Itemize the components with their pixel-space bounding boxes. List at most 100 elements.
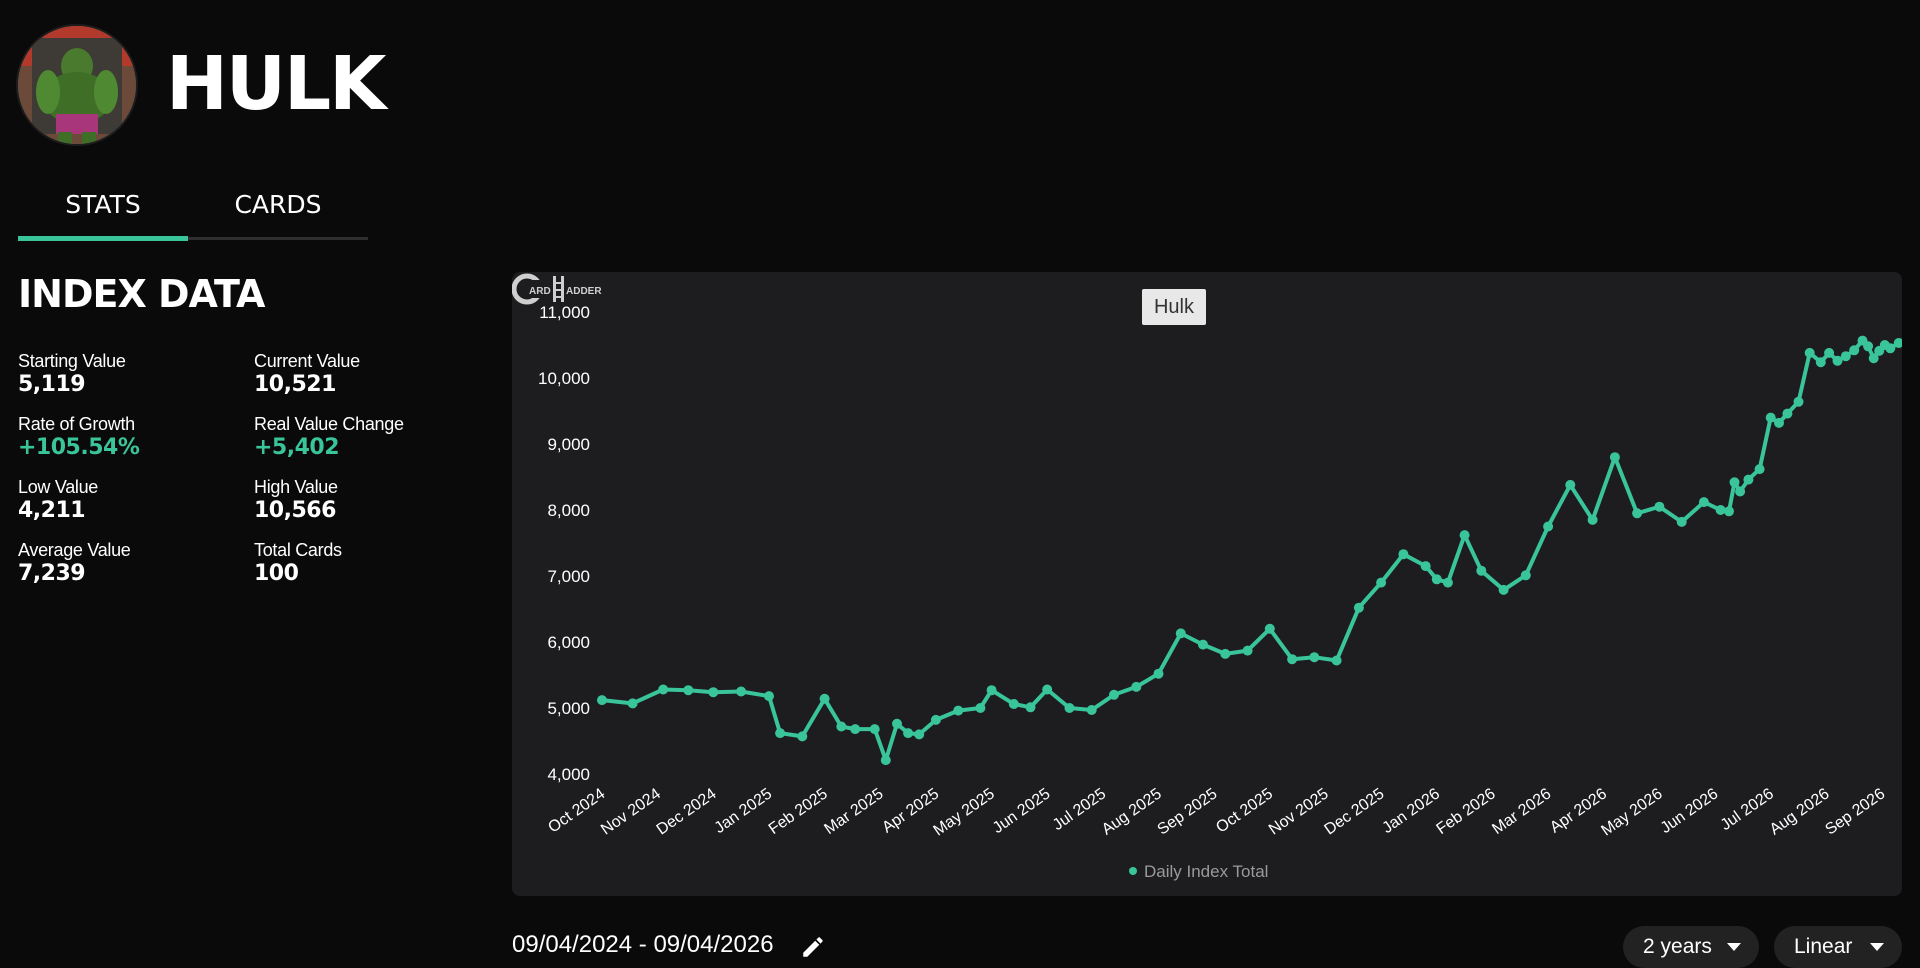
data-point[interactable]: [1064, 703, 1075, 713]
data-point[interactable]: [1287, 654, 1298, 665]
data-point[interactable]: [1868, 353, 1879, 364]
data-point[interactable]: [1025, 702, 1036, 713]
data-point[interactable]: [1042, 684, 1053, 695]
x-tick-label: Aug 2025: [1099, 785, 1165, 838]
data-point[interactable]: [1376, 577, 1387, 588]
data-point[interactable]: [1175, 628, 1186, 639]
data-point[interactable]: [775, 728, 786, 739]
data-point[interactable]: [1331, 655, 1342, 666]
stat-value: 5,119: [18, 372, 86, 397]
data-point[interactable]: [836, 721, 847, 732]
chart-title-box: Hulk: [1141, 289, 1207, 325]
data-point[interactable]: [986, 685, 997, 696]
data-point[interactable]: [1086, 705, 1097, 715]
data-point[interactable]: [1774, 417, 1784, 428]
tab-cards[interactable]: CARDS: [234, 190, 322, 219]
stat-label: Starting Value: [18, 351, 126, 371]
index-chart-panel[interactable]: 4,000 5,000 6,000 7,000 8,000 9,000 10,000 11,0…: [512, 272, 1902, 896]
data-point[interactable]: [1353, 602, 1364, 613]
data-point[interactable]: [914, 729, 925, 740]
x-tick-label: Sep 2026: [1822, 785, 1888, 838]
data-point[interactable]: [869, 724, 880, 735]
data-point[interactable]: [1520, 570, 1531, 581]
data-point[interactable]: [1815, 357, 1826, 368]
data-point[interactable]: [1840, 351, 1851, 362]
data-point[interactable]: [1459, 530, 1470, 541]
data-point[interactable]: [1715, 505, 1726, 515]
x-tick-label: Dec 2025: [1322, 785, 1388, 838]
data-point[interactable]: [1793, 396, 1804, 407]
data-point[interactable]: [1724, 506, 1734, 517]
data-point[interactable]: [658, 684, 669, 695]
data-point[interactable]: [892, 718, 902, 729]
data-point[interactable]: [797, 731, 808, 742]
data-point[interactable]: [1476, 565, 1487, 576]
data-point[interactable]: [1832, 355, 1843, 366]
data-point[interactable]: [1431, 574, 1442, 585]
data-point[interactable]: [1676, 516, 1687, 527]
svg-text:ADDER: ADDER: [566, 286, 602, 297]
data-point[interactable]: [1264, 623, 1275, 634]
data-point[interactable]: [1198, 639, 1208, 650]
data-point[interactable]: [953, 705, 964, 716]
data-point[interactable]: [1153, 668, 1164, 679]
stat-label: Current Value: [254, 351, 360, 371]
data-point[interactable]: [1242, 645, 1253, 656]
x-tick-label: Oct 2024: [545, 785, 608, 836]
data-point[interactable]: [1849, 345, 1860, 356]
data-point[interactable]: [1863, 341, 1874, 352]
pencil-edit-icon[interactable]: [800, 934, 826, 960]
data-point[interactable]: [1735, 486, 1746, 497]
scale-select[interactable]: Linear: [1774, 926, 1902, 968]
data-point[interactable]: [1893, 338, 1902, 348]
data-point[interactable]: [1782, 408, 1793, 419]
data-point[interactable]: [1131, 681, 1142, 692]
range-select[interactable]: 2 years: [1623, 926, 1759, 968]
data-point[interactable]: [850, 724, 861, 735]
data-point[interactable]: [1885, 343, 1896, 354]
data-point[interactable]: [930, 714, 941, 725]
chevron-down-icon: [1727, 943, 1741, 951]
data-point[interactable]: [1543, 521, 1554, 532]
data-point[interactable]: [1109, 689, 1119, 700]
chart-legend[interactable]: Daily Index Total: [1129, 862, 1268, 881]
data-point[interactable]: [1824, 347, 1835, 358]
data-point[interactable]: [597, 695, 607, 706]
data-point[interactable]: [764, 691, 774, 702]
y-tick-label: 7,000: [547, 567, 590, 586]
x-tick-label: Feb 2026: [1434, 785, 1499, 838]
stat-label: Low Value: [18, 477, 99, 497]
index-line-chart[interactable]: 4,000 5,000 6,000 7,000 8,000 9,000 10,000 11,0…: [512, 272, 1902, 896]
data-point[interactable]: [975, 703, 986, 713]
data-point[interactable]: [1420, 561, 1431, 572]
data-point[interactable]: [1609, 452, 1620, 463]
data-point[interactable]: [1565, 479, 1576, 490]
data-point[interactable]: [627, 698, 638, 709]
scale-select-value: Linear: [1794, 935, 1853, 958]
x-tick-label: Jun 2025: [990, 785, 1054, 837]
data-point[interactable]: [1729, 477, 1740, 488]
data-point[interactable]: [880, 755, 891, 766]
data-point[interactable]: [708, 687, 719, 698]
data-point[interactable]: [1743, 474, 1754, 485]
character-avatar: [18, 26, 136, 144]
data-point[interactable]: [1220, 648, 1231, 659]
data-point[interactable]: [1587, 514, 1598, 525]
data-point[interactable]: [1765, 412, 1776, 423]
data-point[interactable]: [1398, 549, 1409, 560]
data-point[interactable]: [1654, 501, 1665, 512]
data-point[interactable]: [736, 686, 747, 697]
data-point[interactable]: [1008, 699, 1019, 709]
data-point[interactable]: [1804, 347, 1815, 358]
data-point[interactable]: [1632, 508, 1643, 519]
data-point[interactable]: [1442, 577, 1453, 588]
tab-stats[interactable]: STATS: [65, 190, 141, 219]
data-point[interactable]: [1309, 652, 1320, 663]
data-point[interactable]: [819, 693, 830, 704]
data-point[interactable]: [1498, 584, 1509, 595]
data-point[interactable]: [903, 728, 914, 739]
data-point[interactable]: [1754, 464, 1765, 475]
data-point[interactable]: [1698, 497, 1709, 508]
date-range[interactable]: 09/04/2024 - 09/04/2026: [512, 931, 774, 958]
data-point[interactable]: [683, 685, 694, 696]
